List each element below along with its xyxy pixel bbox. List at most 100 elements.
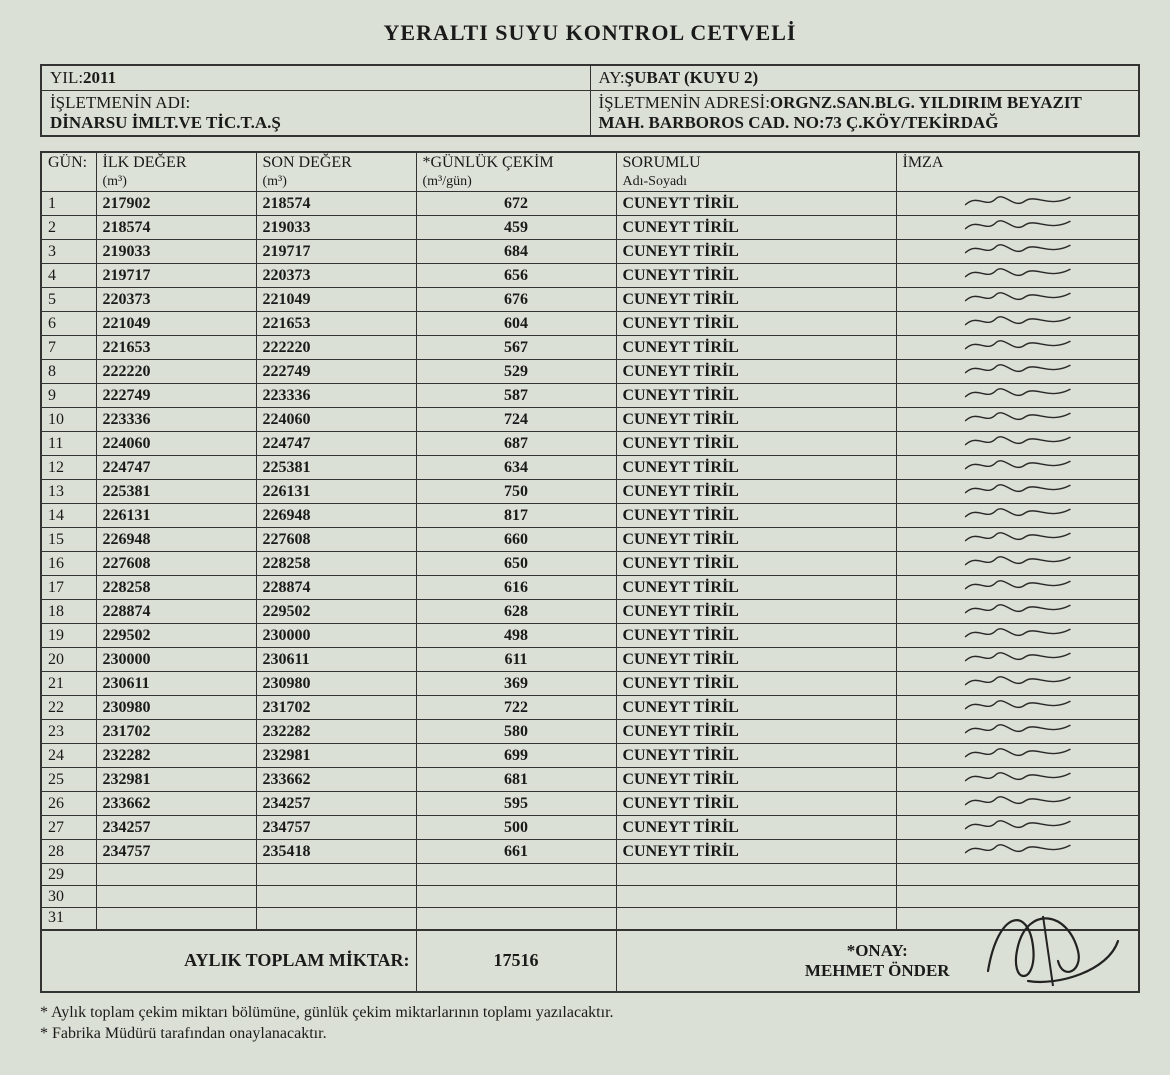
cell-first-value: 219033 (96, 240, 256, 264)
cell-day: 13 (41, 480, 96, 504)
cell-signature (896, 264, 1139, 288)
col-header-daily-text: *GÜNLÜK ÇEKİM (423, 154, 554, 171)
cell-responsible (616, 908, 896, 930)
cell-last-value: 228258 (256, 552, 416, 576)
cell-daily-draw: 672 (416, 192, 616, 216)
table-row: 10223336224060724CUNEYT TİRİL (41, 408, 1139, 432)
col-header-day-text: GÜN: (48, 154, 87, 171)
cell-day: 27 (41, 816, 96, 840)
cell-daily-draw: 369 (416, 672, 616, 696)
col-header-signature-text: İMZA (903, 154, 944, 171)
year-label: YIL: (50, 68, 83, 87)
year-value: 2011 (83, 68, 116, 87)
cell-responsible: CUNEYT TİRİL (616, 432, 896, 456)
table-body: 1217902218574672CUNEYT TİRİL221857421903… (41, 192, 1139, 930)
cell-last-value: 230980 (256, 672, 416, 696)
cell-responsible: CUNEYT TİRİL (616, 720, 896, 744)
signature-icon (903, 408, 1133, 426)
table-row: 18228874229502628CUNEYT TİRİL (41, 600, 1139, 624)
cell-last-value (256, 864, 416, 886)
footnotes: * Aylık toplam çekim miktarı bölümüne, g… (40, 1003, 1140, 1045)
signature-icon (903, 384, 1133, 402)
cell-day: 26 (41, 792, 96, 816)
signature-icon (903, 264, 1133, 282)
cell-day: 4 (41, 264, 96, 288)
cell-responsible: CUNEYT TİRİL (616, 456, 896, 480)
cell-last-value: 222749 (256, 360, 416, 384)
cell-responsible: CUNEYT TİRİL (616, 288, 896, 312)
cell-first-value: 221653 (96, 336, 256, 360)
cell-first-value: 220373 (96, 288, 256, 312)
signature-icon (903, 696, 1133, 714)
signature-icon (903, 504, 1133, 522)
cell-responsible: CUNEYT TİRİL (616, 600, 896, 624)
signature-icon (903, 672, 1133, 690)
table-row: 22230980231702722CUNEYT TİRİL (41, 696, 1139, 720)
header-address-cell: İŞLETMENİN ADRESİ:ORGNZ.SAN.BLG. YILDIRI… (590, 91, 1139, 137)
cell-signature (896, 240, 1139, 264)
cell-daily-draw: 750 (416, 480, 616, 504)
cell-first-value: 233662 (96, 792, 256, 816)
cell-responsible: CUNEYT TİRİL (616, 408, 896, 432)
signature-icon (903, 216, 1133, 234)
cell-daily-draw: 661 (416, 840, 616, 864)
cell-day: 9 (41, 384, 96, 408)
cell-daily-draw: 722 (416, 696, 616, 720)
cell-last-value: 235418 (256, 840, 416, 864)
table-row: 17228258228874616CUNEYT TİRİL (41, 576, 1139, 600)
cell-signature (896, 886, 1139, 908)
signature-icon (903, 576, 1133, 594)
table-row: 28234757235418661CUNEYT TİRİL (41, 840, 1139, 864)
cell-last-value: 231702 (256, 696, 416, 720)
cell-day: 1 (41, 192, 96, 216)
table-row: 4219717220373656CUNEYT TİRİL (41, 264, 1139, 288)
cell-responsible: CUNEYT TİRİL (616, 792, 896, 816)
cell-daily-draw: 634 (416, 456, 616, 480)
table-row: 24232282232981699CUNEYT TİRİL (41, 744, 1139, 768)
table-row: 30 (41, 886, 1139, 908)
col-header-first-unit: (m³) (103, 174, 127, 189)
cell-first-value (96, 864, 256, 886)
footnote-1: * Aylık toplam çekim miktarı bölümüne, g… (40, 1003, 1140, 1024)
cell-first-value: 222749 (96, 384, 256, 408)
cell-first-value: 225381 (96, 480, 256, 504)
signature-icon (903, 792, 1133, 810)
cell-signature (896, 384, 1139, 408)
table-row: 26233662234257595CUNEYT TİRİL (41, 792, 1139, 816)
cell-last-value: 234757 (256, 816, 416, 840)
cell-responsible: CUNEYT TİRİL (616, 672, 896, 696)
cell-daily-draw (416, 864, 616, 886)
header-company-cell: İŞLETMENİN ADI: DİNARSU İMLT.VE TİC.T.A.… (41, 91, 590, 137)
approval-name: MEHMET ÖNDER (805, 961, 950, 980)
cell-day: 14 (41, 504, 96, 528)
cell-responsible: CUNEYT TİRİL (616, 648, 896, 672)
cell-daily-draw: 817 (416, 504, 616, 528)
signature-icon (903, 648, 1133, 666)
signature-icon (903, 456, 1133, 474)
cell-first-value: 227608 (96, 552, 256, 576)
cell-daily-draw: 699 (416, 744, 616, 768)
cell-first-value: 223336 (96, 408, 256, 432)
cell-signature (896, 504, 1139, 528)
cell-first-value: 230000 (96, 648, 256, 672)
month-value: ŞUBAT (KUYU 2) (625, 68, 759, 87)
col-header-first: İLK DEĞER (m³) (96, 152, 256, 192)
cell-signature (896, 744, 1139, 768)
cell-daily-draw: 500 (416, 816, 616, 840)
cell-last-value: 220373 (256, 264, 416, 288)
company-name-value: DİNARSU İMLT.VE TİC.T.A.Ş (50, 113, 281, 132)
cell-responsible: CUNEYT TİRİL (616, 504, 896, 528)
signature-icon (903, 552, 1133, 570)
total-value: 17516 (416, 930, 616, 993)
col-header-daily-unit: (m³/gün) (423, 174, 472, 189)
signature-icon (903, 600, 1133, 618)
cell-first-value: 226131 (96, 504, 256, 528)
footnote-2: * Fabrika Müdürü tarafından onaylanacakt… (40, 1024, 1140, 1045)
company-address-label: İŞLETMENİN ADRESİ: (599, 93, 770, 112)
header-table: YIL:2011 AY:ŞUBAT (KUYU 2) İŞLETMENİN AD… (40, 64, 1140, 137)
cell-daily-draw: 529 (416, 360, 616, 384)
cell-first-value: 217902 (96, 192, 256, 216)
cell-last-value: 230611 (256, 648, 416, 672)
cell-signature (896, 840, 1139, 864)
col-header-responsible: SORUMLU Adı-Soyadı (616, 152, 896, 192)
